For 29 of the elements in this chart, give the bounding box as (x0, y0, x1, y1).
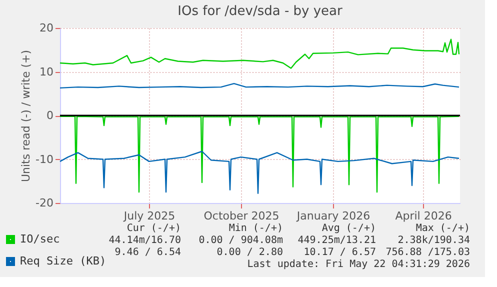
y-tick-label: 20 (40, 22, 54, 34)
text: 449.25m/13.21 (298, 235, 376, 246)
y-tick-label: -20 (36, 196, 54, 210)
text: 44.14m/16.70 (108, 235, 181, 246)
text: Cur (-/+) (126, 223, 181, 234)
text: 0.00 / 904.08m (198, 235, 283, 246)
line-series (59, 150, 460, 194)
text: Max (-/+) (416, 223, 470, 234)
y-tick-label: 0 (46, 109, 54, 122)
line-series (59, 116, 460, 193)
text: 756.88 /175.03 (386, 247, 470, 258)
text: Last update: Fri May 22 04:31:29 2026 (247, 259, 470, 270)
x-tick-label: July 2025 (122, 210, 176, 222)
text: 2.38k/190.34 (398, 235, 470, 246)
legend-label: Req Size (KB) (20, 254, 106, 268)
text: 9.46 / 6.54 (114, 247, 181, 258)
text: 10.17 / 6.57 (304, 247, 376, 258)
text: Avg (-/+) (322, 223, 376, 234)
legend-label: IO/sec (20, 232, 60, 246)
chart-title: IOs for /dev/sda - by year (178, 4, 344, 19)
x-tick-label: April 2026 (395, 210, 452, 222)
line-series (59, 38, 460, 69)
y-axis-title: Units read (-) / write (+) (20, 50, 33, 182)
x-tick-label: January 2026 (296, 210, 370, 222)
text: 0.00 / 2.80 (216, 247, 283, 258)
x-tick-label: October 2025 (204, 210, 280, 222)
text: Min (-/+) (228, 223, 283, 234)
y-tick-label: -10 (36, 152, 54, 166)
y-tick-label: 10 (40, 65, 54, 78)
